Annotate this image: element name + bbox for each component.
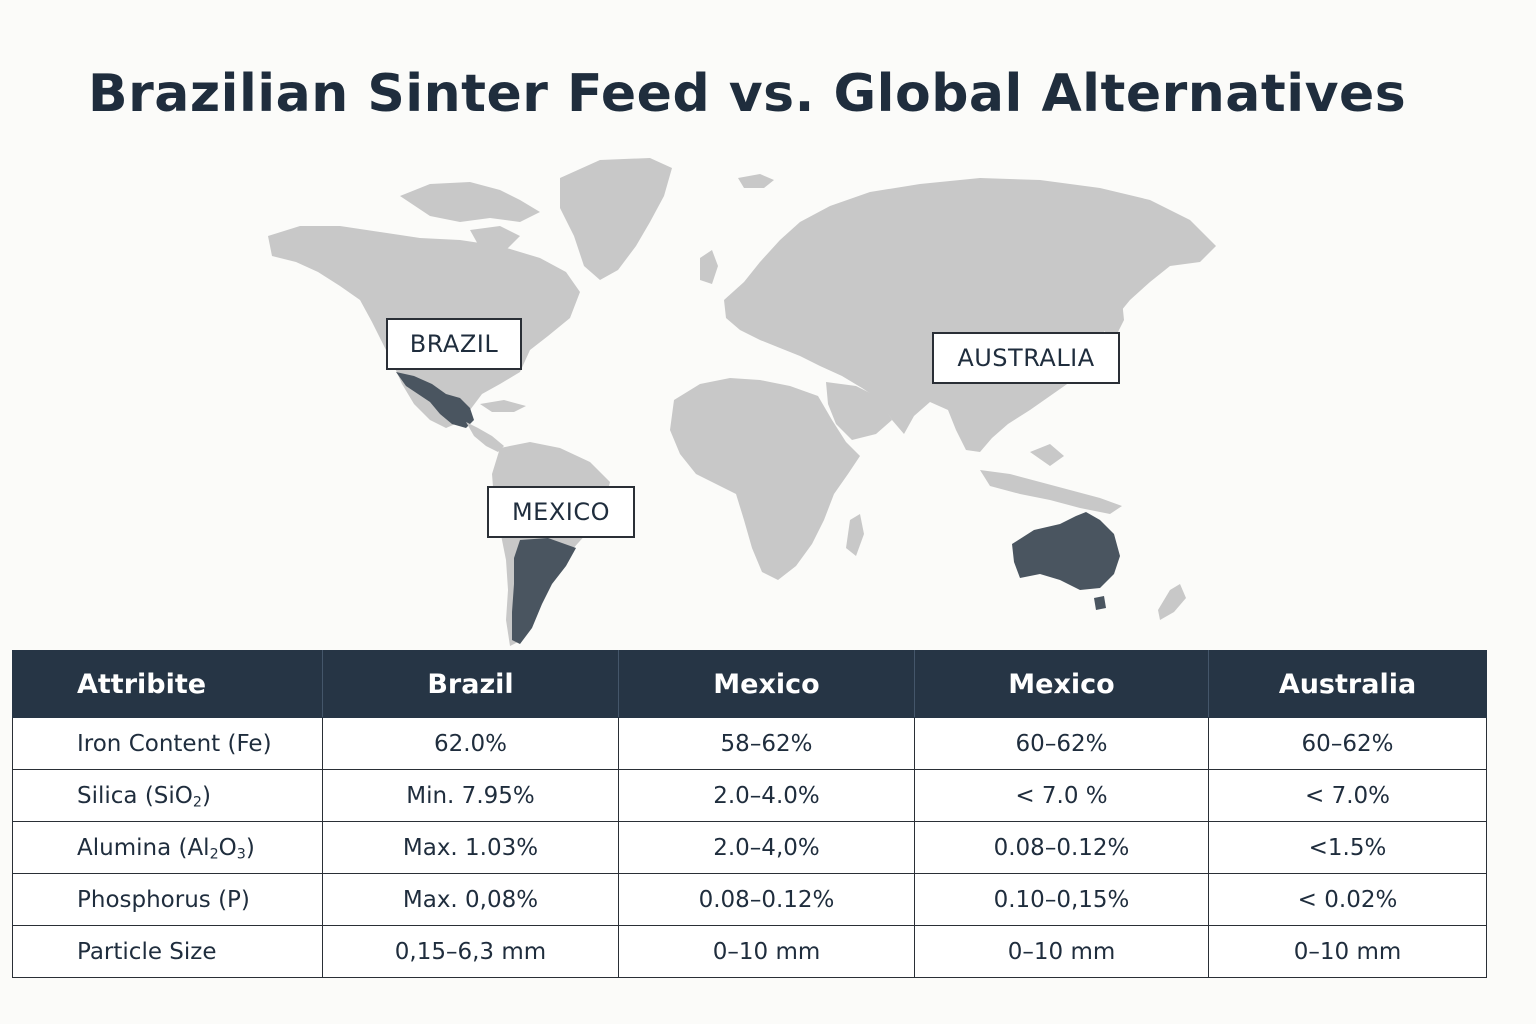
header-mexico-2: Mexico <box>914 650 1209 718</box>
table-cell: <1.5% <box>1208 821 1487 874</box>
table-cell: 0–10 mm <box>618 925 915 978</box>
table-cell: < 7.0 % <box>914 769 1209 822</box>
row-label-phosphorus: Phosphorus (P) <box>12 873 323 926</box>
subscript: 2 <box>209 846 219 863</box>
table-cell: < 7.0% <box>1208 769 1487 822</box>
header-mexico: Mexico <box>618 650 915 718</box>
header-brazil: Brazil <box>322 650 619 718</box>
table-cell: 62.0% <box>322 717 619 770</box>
africa-shape <box>670 378 860 580</box>
table-row: Silica (SiO2) Min. 7.95% 2.0–4.0% < 7.0 … <box>12 769 1487 822</box>
arctic-islands-shape <box>400 182 540 222</box>
eurasia-shape <box>724 178 1216 452</box>
table-cell: 60–62% <box>1208 717 1487 770</box>
row-label-text: Silica (SiO <box>77 782 193 809</box>
row-label-alumina: Alumina (Al2O3) <box>12 821 323 874</box>
table-cell: 58–62% <box>618 717 915 770</box>
brazil-map-label: BRAZIL <box>386 318 522 370</box>
table-row: Phosphorus (P) Max. 0,08% 0.08–0.12% 0.1… <box>12 873 1487 926</box>
header-attribute: Attribite <box>12 650 323 718</box>
table-cell: 2.0–4.0% <box>618 769 915 822</box>
page-title: Brazilian Sinter Feed vs. Global Alterna… <box>88 64 1407 124</box>
row-label-silica: Silica (SiO2) <box>12 769 323 822</box>
table-cell: 0–10 mm <box>1208 925 1487 978</box>
comparison-table: Attribite Brazil Mexico Mexico Australia… <box>12 650 1487 978</box>
table-row: Alumina (Al2O3) Max. 1.03% 2.0–4,0% 0.08… <box>12 821 1487 874</box>
row-label-text: ) <box>245 834 255 861</box>
row-label-text: O <box>218 834 237 861</box>
greenland-shape <box>560 158 672 280</box>
australia-map-label: AUSTRALIA <box>932 332 1120 384</box>
table-cell: 0,15–6,3 mm <box>322 925 619 978</box>
table-cell: Min. 7.95% <box>322 769 619 822</box>
table-row: Iron Content (Fe) 62.0% 58–62% 60–62% 60… <box>12 717 1487 770</box>
table-cell: Max. 0,08% <box>322 873 619 926</box>
mexico-map-label: MEXICO <box>487 486 635 538</box>
row-label-iron: Iron Content (Fe) <box>12 717 323 770</box>
world-map <box>268 158 1216 646</box>
row-label-text: Alumina (Al <box>77 834 210 861</box>
table-cell: 0.08–0.12% <box>914 821 1209 874</box>
subscript: 3 <box>236 846 246 863</box>
table-row: Particle Size 0,15–6,3 mm 0–10 mm 0–10 m… <box>12 925 1487 978</box>
table-cell: 60–62% <box>914 717 1209 770</box>
subscript: 2 <box>192 794 202 811</box>
table-cell: 0.08–0.12% <box>618 873 915 926</box>
table-cell: Max. 1.03% <box>322 821 619 874</box>
row-label-text: ) <box>201 782 211 809</box>
brazil-highlight-shape <box>512 538 576 644</box>
table-cell: 0.10–0,15% <box>914 873 1209 926</box>
header-australia: Australia <box>1208 650 1487 718</box>
arabia-shape <box>826 382 892 440</box>
australia-highlight-shape <box>1012 512 1120 590</box>
table-cell: < 0.02% <box>1208 873 1487 926</box>
mexico-highlight-shape <box>396 372 474 428</box>
table-header-row: Attribite Brazil Mexico Mexico Australia <box>12 650 1487 718</box>
table-cell: 0–10 mm <box>914 925 1209 978</box>
table-cell: 2.0–4,0% <box>618 821 915 874</box>
row-label-particle-size: Particle Size <box>12 925 323 978</box>
